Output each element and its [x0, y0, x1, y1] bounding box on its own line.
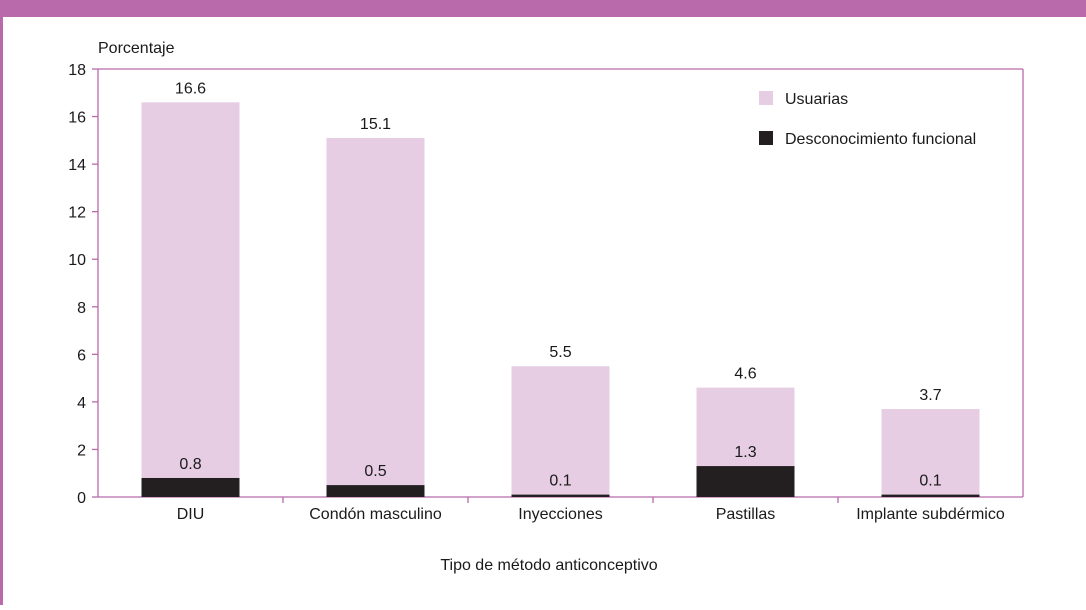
bar-desconocimiento — [326, 485, 425, 497]
data-label-usuarias: 5.5 — [549, 344, 571, 361]
bar-usuarias — [881, 409, 980, 497]
data-label-desconocimiento: 0.5 — [364, 463, 386, 480]
bar-desconocimiento — [881, 494, 980, 497]
bar-usuarias — [141, 102, 240, 498]
legend-label-usuarias: Usuarias — [785, 91, 848, 108]
x-tick-label: Pastillas — [716, 506, 776, 523]
axes — [92, 68, 1024, 503]
data-label-desconocimiento: 1.3 — [734, 444, 756, 461]
bar-desconocimiento — [696, 466, 795, 497]
bar-usuarias — [326, 137, 425, 497]
x-tick-labels: DIU Condón masculino Inyecciones Pastillas I… — [177, 506, 1005, 523]
y-tick-label: 0 — [77, 490, 86, 507]
y-tick-label: 6 — [77, 347, 86, 364]
x-tick-label: Implante subdérmico — [856, 506, 1005, 523]
bar-desconocimiento — [141, 477, 240, 497]
bar-desconocimiento — [511, 494, 610, 497]
x-tick-label: DIU — [177, 506, 205, 523]
y-tick-label: 8 — [77, 300, 86, 317]
y-tick-label: 12 — [68, 205, 86, 222]
y-tick-label: 2 — [77, 442, 86, 459]
data-labels: 16.6 0.8 15.1 0.5 5.5 0.1 4.6 1.3 3.7 0.1 — [175, 80, 942, 489]
top-band — [0, 0, 1086, 17]
y-axis-label: Porcentaje — [98, 40, 175, 57]
bar-usuarias — [511, 366, 610, 497]
y-tick-label: 10 — [68, 252, 86, 269]
legend: Usuarias Desconocimiento funcional — [759, 91, 976, 148]
bars — [141, 102, 980, 498]
y-tick-label: 18 — [68, 62, 86, 79]
y-tick-label: 16 — [68, 110, 86, 127]
y-tick-label: 14 — [68, 157, 86, 174]
legend-swatch-desconocimiento — [759, 131, 773, 145]
data-label-usuarias: 3.7 — [919, 387, 941, 404]
data-label-usuarias: 4.6 — [734, 366, 756, 383]
x-tick-label: Inyecciones — [518, 506, 603, 523]
legend-swatch-usuarias — [759, 91, 773, 105]
y-tick-label: 4 — [77, 395, 86, 412]
data-label-usuarias: 15.1 — [360, 116, 391, 133]
y-tick-labels: 0 2 4 6 8 10 12 14 16 18 — [68, 62, 86, 507]
data-label-desconocimiento: 0.1 — [919, 473, 941, 490]
data-label-usuarias: 16.6 — [175, 80, 206, 97]
data-label-desconocimiento: 0.1 — [549, 473, 571, 490]
data-label-desconocimiento: 0.8 — [179, 456, 201, 473]
legend-label-desconocimiento: Desconocimiento funcional — [785, 131, 976, 148]
left-border — [0, 0, 3, 605]
x-tick-label: Condón masculino — [309, 506, 442, 523]
x-axis-label: Tipo de método anticonceptivo — [440, 557, 657, 574]
